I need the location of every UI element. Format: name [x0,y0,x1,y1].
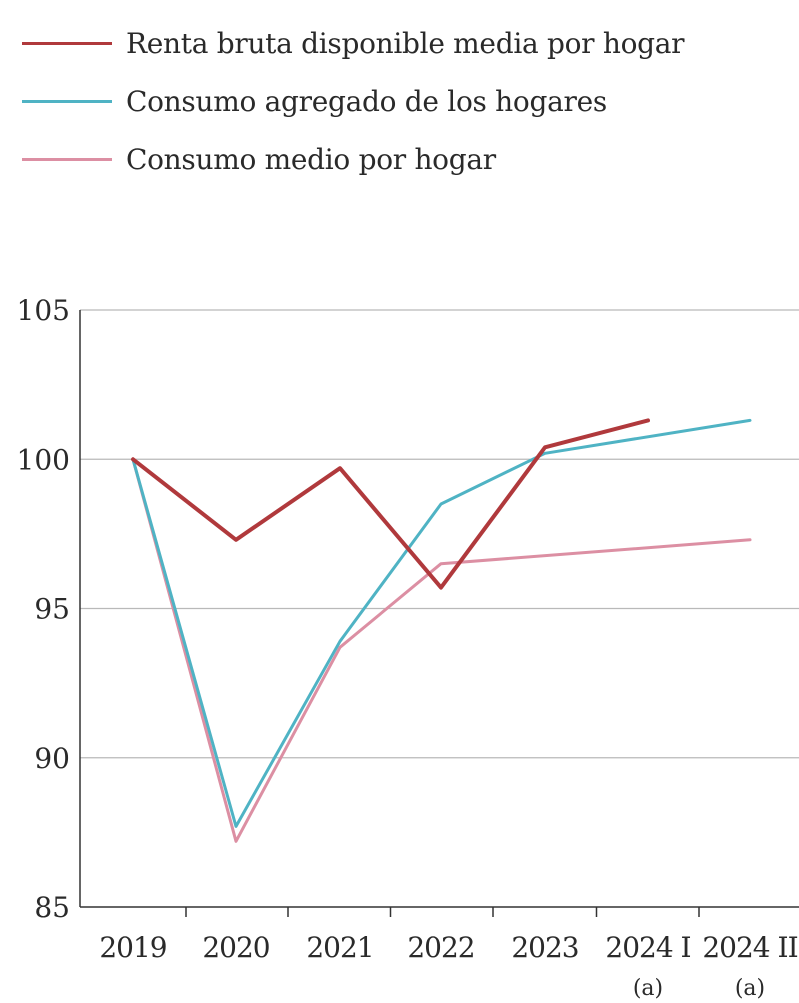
x-tick-label-2019: 2019 [99,931,166,964]
legend-item-consumo-medio: Consumo medio por hogar [22,130,684,188]
y-tick-label-85: 85 [34,891,70,924]
y-tick-label-100: 100 [17,443,70,476]
legend-label-renta: Renta bruta disponible media por hogar [126,26,685,60]
legend-swatch-consumo-agregado [22,99,112,103]
series-line-renta [131,418,650,590]
legend-label-consumo-medio: Consumo medio por hogar [126,142,496,176]
y-tick-label-95: 95 [34,593,70,626]
x-tick-label-2020: 2020 [202,931,269,964]
chart-legend: Renta bruta disponible media por hogar C… [22,14,685,188]
x-tick-note: (a) [633,976,663,1001]
x-tick-label-2023: 2023 [511,931,578,964]
x-tick-label-2021: 2021 [306,931,373,964]
y-tick-label-90: 90 [34,742,70,775]
legend-swatch-renta [22,41,112,45]
x-tick-note: (a) [735,976,765,1001]
legend-label-consumo-agregado: Consumo agregado de los hogares [126,84,607,118]
series-line-consumo-medio [131,457,752,843]
legend-item-renta: Renta bruta disponible media por hogar [22,14,685,72]
x-tick-label-2024-i: 2024 I [605,931,690,964]
x-tick-label-2022: 2022 [407,931,474,964]
series-line-consumo-agregado [131,418,752,828]
legend-swatch-consumo-medio [22,157,112,161]
y-tick-label-105: 105 [17,294,70,327]
x-tick-label-2024-ii: 2024 II [702,931,797,964]
legend-item-consumo-agregado: Consumo agregado de los hogares [22,72,684,130]
